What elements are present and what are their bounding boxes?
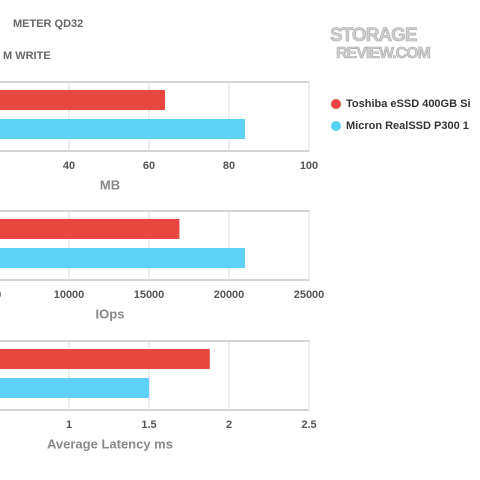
legend-label: Micron RealSSD P300 1 (346, 120, 469, 132)
bar (0, 119, 245, 139)
x-tick-label: 40 (63, 160, 75, 172)
x-tick-label: 100 (300, 160, 318, 172)
x-tick-label: 1 (66, 419, 72, 431)
x-axis-title: IOps (96, 306, 125, 321)
x-tick-label: 80 (223, 160, 235, 172)
bar (0, 349, 210, 369)
x-tick-label: 20000 (214, 289, 245, 301)
x-tick-label: 10000 (54, 289, 85, 301)
bar (0, 248, 245, 268)
bar (0, 90, 165, 110)
x-tick-label: 1.5 (141, 419, 156, 431)
x-tick-label: 2.5 (301, 419, 316, 431)
x-tick-label: 15000 (134, 289, 165, 301)
x-tick-label: 2 (226, 419, 232, 431)
x-tick-label: 25000 (294, 289, 325, 301)
bar (0, 219, 180, 239)
logo: REVIEW.COM (336, 45, 431, 62)
x-axis-title: MB (100, 177, 120, 192)
x-tick-label: 60 (143, 160, 155, 172)
legend-swatch (331, 99, 341, 109)
chart-title: METER QD32 (13, 18, 83, 30)
x-axis-title: Average Latency ms (47, 436, 173, 451)
logo: STORAGE (330, 25, 417, 46)
x-tick-label: 5000 (0, 289, 1, 301)
chart-subtitle: M WRITE (3, 50, 51, 62)
bar (0, 378, 149, 398)
legend-label: Toshiba eSSD 400GB Si (346, 98, 471, 110)
legend-swatch (331, 121, 341, 131)
